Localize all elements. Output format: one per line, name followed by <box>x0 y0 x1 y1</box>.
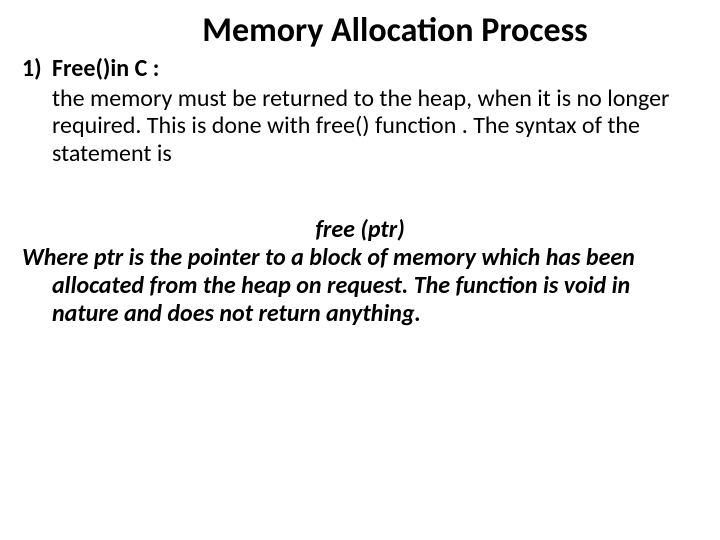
item-body: the memory must be returned to the heap,… <box>52 85 698 168</box>
list-item: 1) Free()in C : the memory must be retur… <box>22 55 698 167</box>
code-line: free (ptr) <box>22 215 698 244</box>
description: Where ptr is the pointer to a block of m… <box>22 244 698 327</box>
page-title: Memory Allocation Process <box>22 10 698 51</box>
item-heading: Free()in C : <box>52 55 698 83</box>
list-marker: 1) <box>22 55 42 83</box>
content-list: 1) Free()in C : the memory must be retur… <box>22 55 698 167</box>
slide: Memory Allocation Process 1) Free()in C … <box>0 0 720 540</box>
